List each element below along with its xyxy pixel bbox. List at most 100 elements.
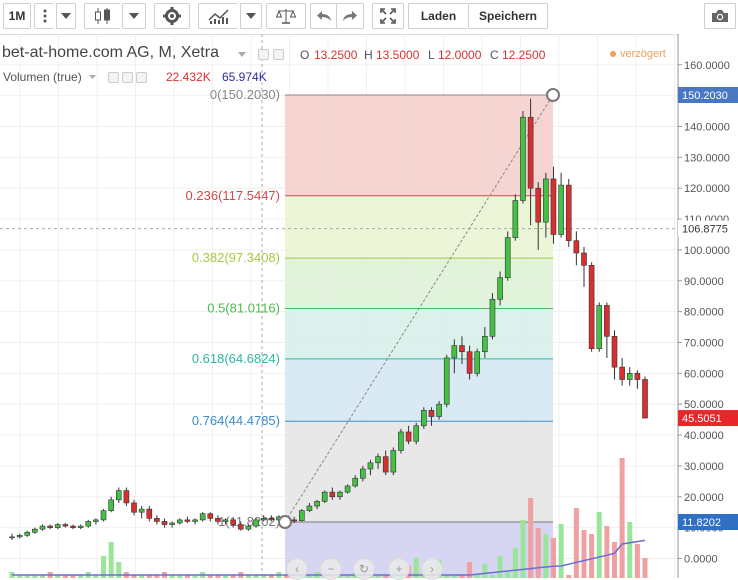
candle[interactable] (70, 525, 76, 528)
candle[interactable] (245, 525, 252, 530)
eye-icon[interactable] (108, 72, 119, 83)
candle[interactable] (146, 508, 153, 519)
candle[interactable] (169, 522, 175, 525)
candle[interactable] (161, 521, 168, 525)
candle[interactable] (176, 519, 183, 524)
candle[interactable] (482, 336, 488, 353)
candle[interactable] (131, 502, 137, 513)
candle[interactable] (222, 519, 229, 522)
eye-icon[interactable] (258, 49, 269, 60)
candle[interactable] (466, 351, 473, 374)
candle[interactable] (321, 491, 328, 502)
candle[interactable] (497, 277, 503, 300)
candle[interactable] (550, 178, 557, 235)
candle[interactable] (436, 403, 442, 417)
candle[interactable] (642, 379, 648, 419)
candlestick-icon[interactable] (84, 3, 120, 29)
candle[interactable] (115, 490, 122, 501)
candle[interactable] (329, 491, 336, 498)
chart-type-dropdown[interactable] (122, 3, 146, 29)
candle[interactable] (459, 345, 465, 353)
candle[interactable] (108, 499, 114, 511)
candle[interactable] (489, 298, 496, 337)
candle[interactable] (100, 510, 107, 521)
candle[interactable] (154, 518, 160, 522)
fib-handle-low[interactable] (278, 515, 292, 529)
candle[interactable] (611, 336, 618, 368)
candle[interactable] (93, 519, 99, 522)
candle[interactable] (230, 519, 236, 525)
candle[interactable] (588, 265, 595, 349)
candle[interactable] (520, 116, 526, 201)
settings-small-icon[interactable] (122, 72, 133, 83)
candle[interactable] (352, 477, 358, 487)
candle[interactable] (512, 200, 519, 238)
candle[interactable] (451, 345, 458, 359)
candle[interactable] (443, 357, 450, 405)
candle[interactable] (299, 510, 305, 521)
candle[interactable] (260, 518, 267, 521)
scroll-left-button[interactable]: ‹ (286, 558, 308, 580)
indicators-button[interactable] (198, 3, 238, 29)
candle[interactable] (54, 524, 61, 528)
candle[interactable] (62, 524, 69, 527)
indicators-dropdown[interactable] (240, 3, 262, 29)
candle[interactable] (77, 525, 84, 528)
candle[interactable] (39, 525, 46, 530)
candle[interactable] (558, 184, 564, 235)
remove-icon[interactable] (136, 72, 147, 83)
compare-button[interactable] (266, 3, 306, 29)
chevron-down-icon[interactable] (238, 52, 246, 57)
zoom-out-button[interactable]: − (320, 558, 342, 580)
fib-trend-line[interactable] (284, 94, 554, 523)
candle[interactable] (192, 519, 198, 522)
candle[interactable] (337, 491, 343, 498)
candle[interactable] (32, 528, 38, 533)
candle[interactable] (413, 425, 420, 442)
candle[interactable] (565, 184, 572, 241)
candle[interactable] (360, 468, 366, 479)
candle[interactable] (405, 431, 412, 442)
fib-handle-high[interactable] (546, 88, 560, 102)
candle[interactable] (375, 456, 381, 464)
load-button[interactable]: Laden (408, 3, 468, 29)
candle[interactable] (344, 485, 351, 493)
candle[interactable] (421, 410, 427, 427)
interval-button[interactable]: 1M (3, 3, 31, 29)
candle[interactable] (138, 508, 145, 513)
reset-button[interactable]: ↻ (353, 558, 375, 580)
candle[interactable] (527, 116, 534, 189)
symbol-title[interactable]: bet-at-home.com AG, M, Xetra (2, 44, 219, 61)
candle[interactable] (207, 513, 214, 519)
candle[interactable] (215, 518, 221, 522)
candle[interactable] (398, 431, 404, 451)
chart-area[interactable]: 0(150.2030) 0.236(117.5447) 0.382(97.3408)… (0, 34, 738, 578)
candle[interactable] (253, 519, 259, 527)
zoom-in-button[interactable]: + (388, 558, 410, 580)
candle[interactable] (596, 305, 603, 349)
candle[interactable] (85, 521, 92, 527)
dropdown-icon[interactable] (56, 3, 76, 29)
candle[interactable] (634, 373, 641, 380)
volume-label[interactable]: Volumen (true) (3, 70, 82, 84)
candle[interactable] (314, 501, 320, 507)
candle[interactable] (16, 535, 23, 538)
candle[interactable] (619, 366, 625, 380)
candle[interactable] (581, 252, 587, 266)
screenshot-button[interactable] (704, 3, 736, 29)
candle[interactable] (474, 351, 481, 374)
candle[interactable] (604, 305, 610, 337)
settings-small-icon[interactable] (273, 49, 284, 60)
scroll-right-button[interactable]: › (421, 558, 443, 580)
candle[interactable] (428, 410, 435, 417)
fullscreen-button[interactable] (372, 3, 404, 29)
candle[interactable] (184, 519, 191, 522)
price-axis[interactable] (678, 34, 738, 578)
candle[interactable] (504, 237, 511, 278)
save-button[interactable]: Speichern (468, 3, 548, 29)
candle[interactable] (237, 524, 244, 530)
candle[interactable] (47, 525, 53, 528)
candle[interactable] (535, 187, 542, 223)
candle[interactable] (306, 505, 313, 511)
candle[interactable] (199, 513, 206, 521)
